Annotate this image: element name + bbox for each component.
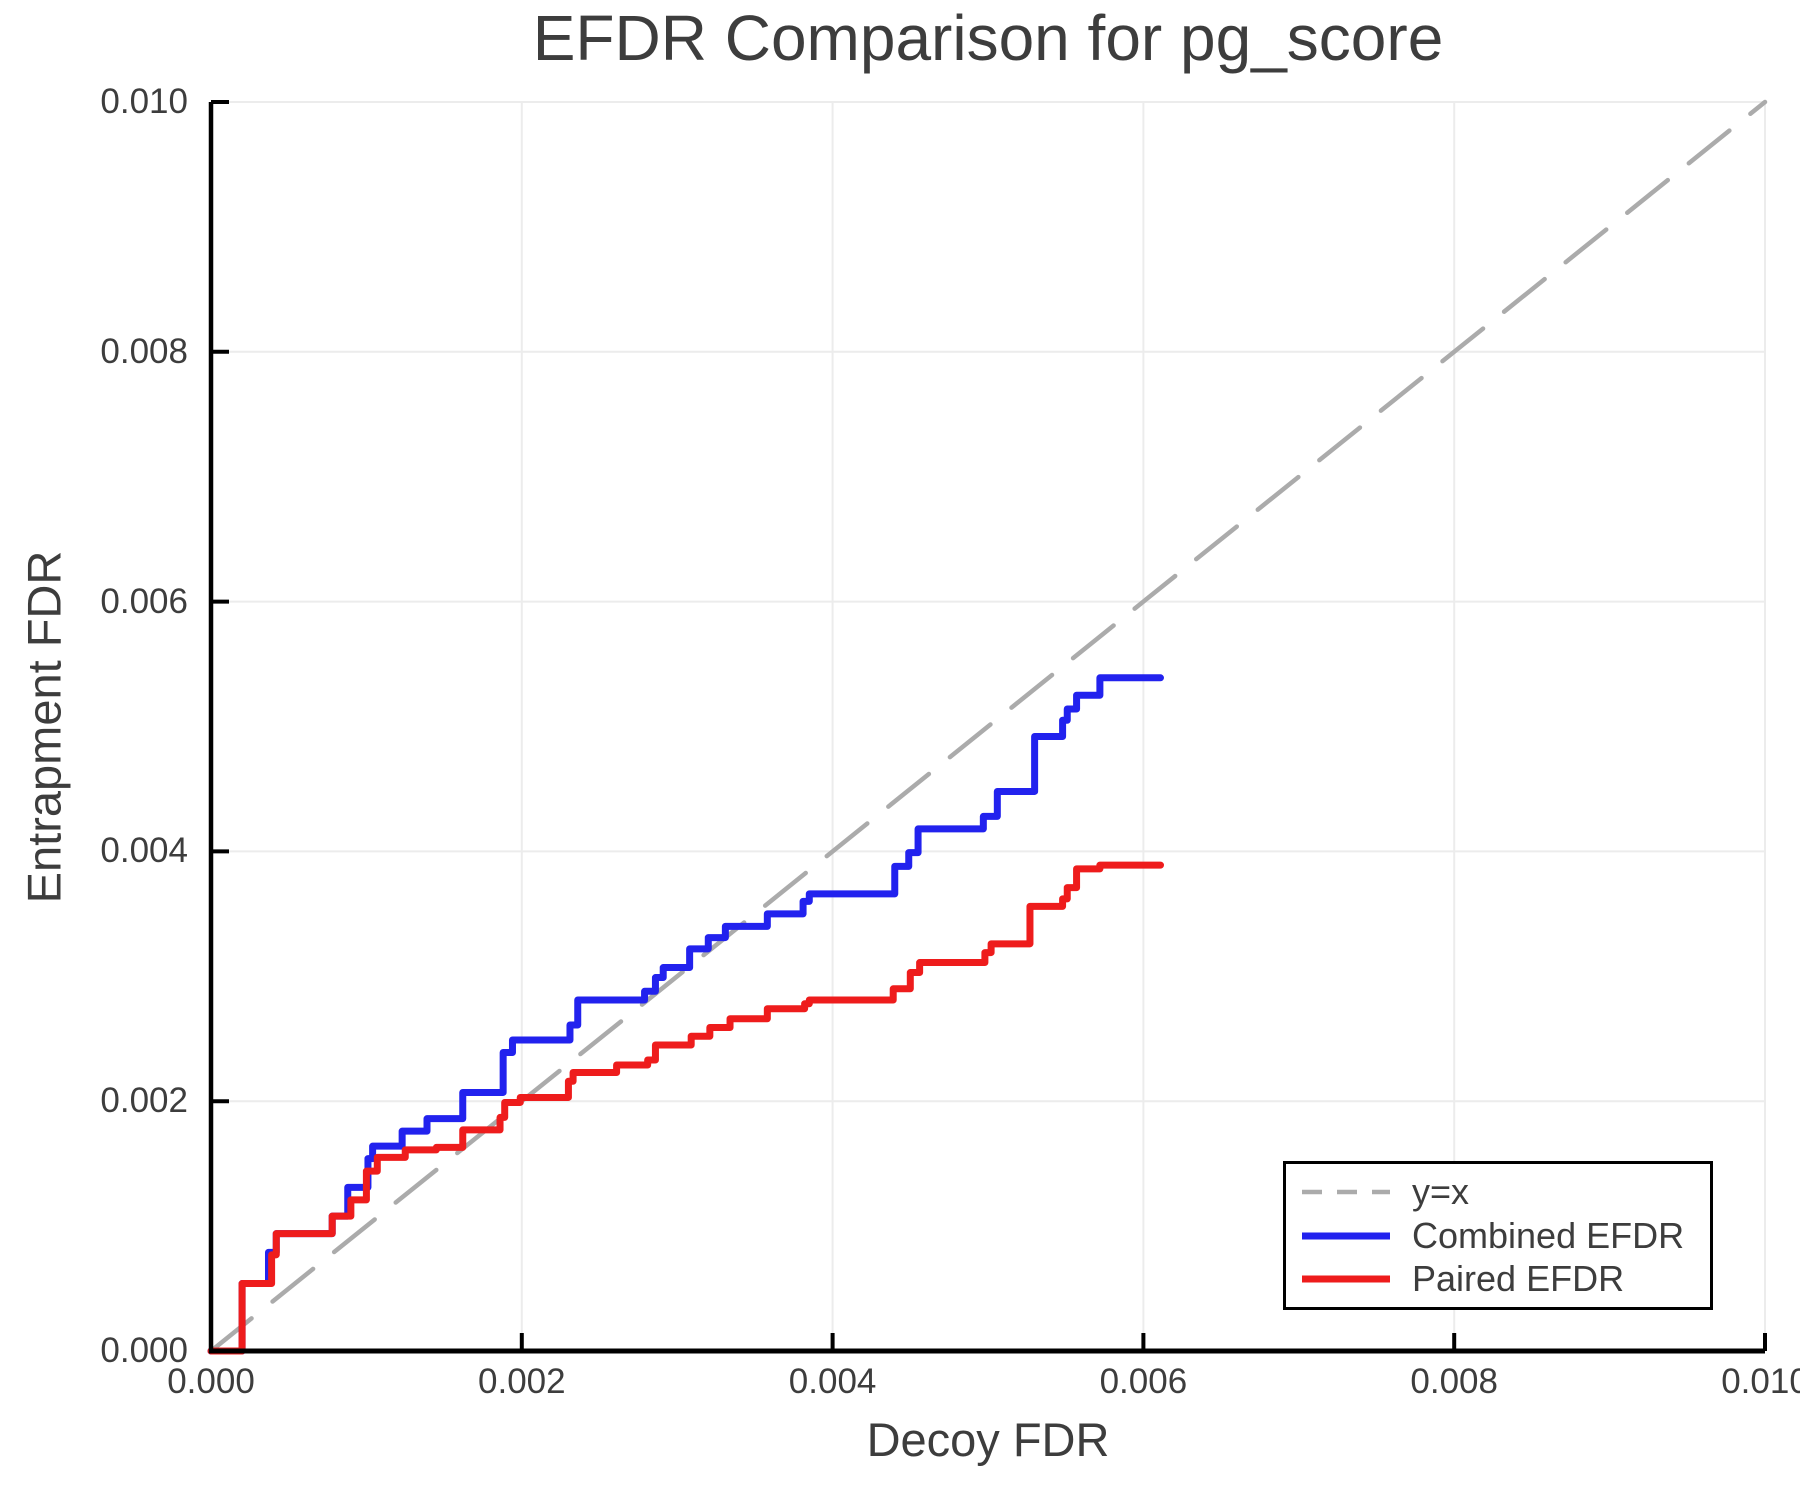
y-tick-label: 0.006 xyxy=(100,581,188,621)
tick-marks xyxy=(209,100,1767,1353)
series-paired-efdr xyxy=(207,861,1164,1355)
x-axis-label: Decoy FDR xyxy=(866,1413,1110,1466)
y-axis-label: Entrapment FDR xyxy=(17,550,71,904)
y-tick-label: 0.002 xyxy=(100,1081,188,1121)
x-tick-label: 0.008 xyxy=(1410,1362,1498,1401)
series-y-x xyxy=(208,99,1768,1354)
x-tick-label: 0.000 xyxy=(167,1362,255,1401)
gridlines xyxy=(211,101,1766,1351)
x-tick-label: 0.004 xyxy=(788,1362,877,1401)
x-tick-label: 0.006 xyxy=(1099,1362,1188,1401)
x-tick-label: 0.010 xyxy=(1721,1362,1800,1401)
axes-spines xyxy=(208,102,1765,1354)
legend-label-identity: y=x xyxy=(1412,1171,1470,1213)
y-tick-label: 0.008 xyxy=(100,331,188,371)
chart-title: EFDR Comparison for pg_score xyxy=(532,2,1444,74)
blue-line-sample xyxy=(1302,1232,1390,1239)
legend-entry-identity: y=x xyxy=(1300,1171,1710,1213)
red-line-sample xyxy=(1302,1275,1390,1283)
y-tick-label: 0.010 xyxy=(100,82,188,121)
legend-label-paired: Paired EFDR xyxy=(1412,1257,1625,1299)
y-tick-label: 0.000 xyxy=(100,1331,188,1370)
legend-box: y=x Combined EFDR Paired EFDR xyxy=(1283,1161,1713,1310)
legend-entry-paired: Paired EFDR xyxy=(1300,1257,1710,1299)
legend-label-combined: Combined EFDR xyxy=(1412,1214,1685,1256)
y-tick-label: 0.004 xyxy=(100,831,188,871)
x-tick-label: 0.002 xyxy=(478,1362,566,1401)
legend-entry-combined: Combined EFDR xyxy=(1300,1214,1710,1256)
series-lines xyxy=(207,99,1768,1355)
series-combined-efdr xyxy=(207,674,1164,1355)
dashed-line-sample xyxy=(1302,1190,1390,1195)
